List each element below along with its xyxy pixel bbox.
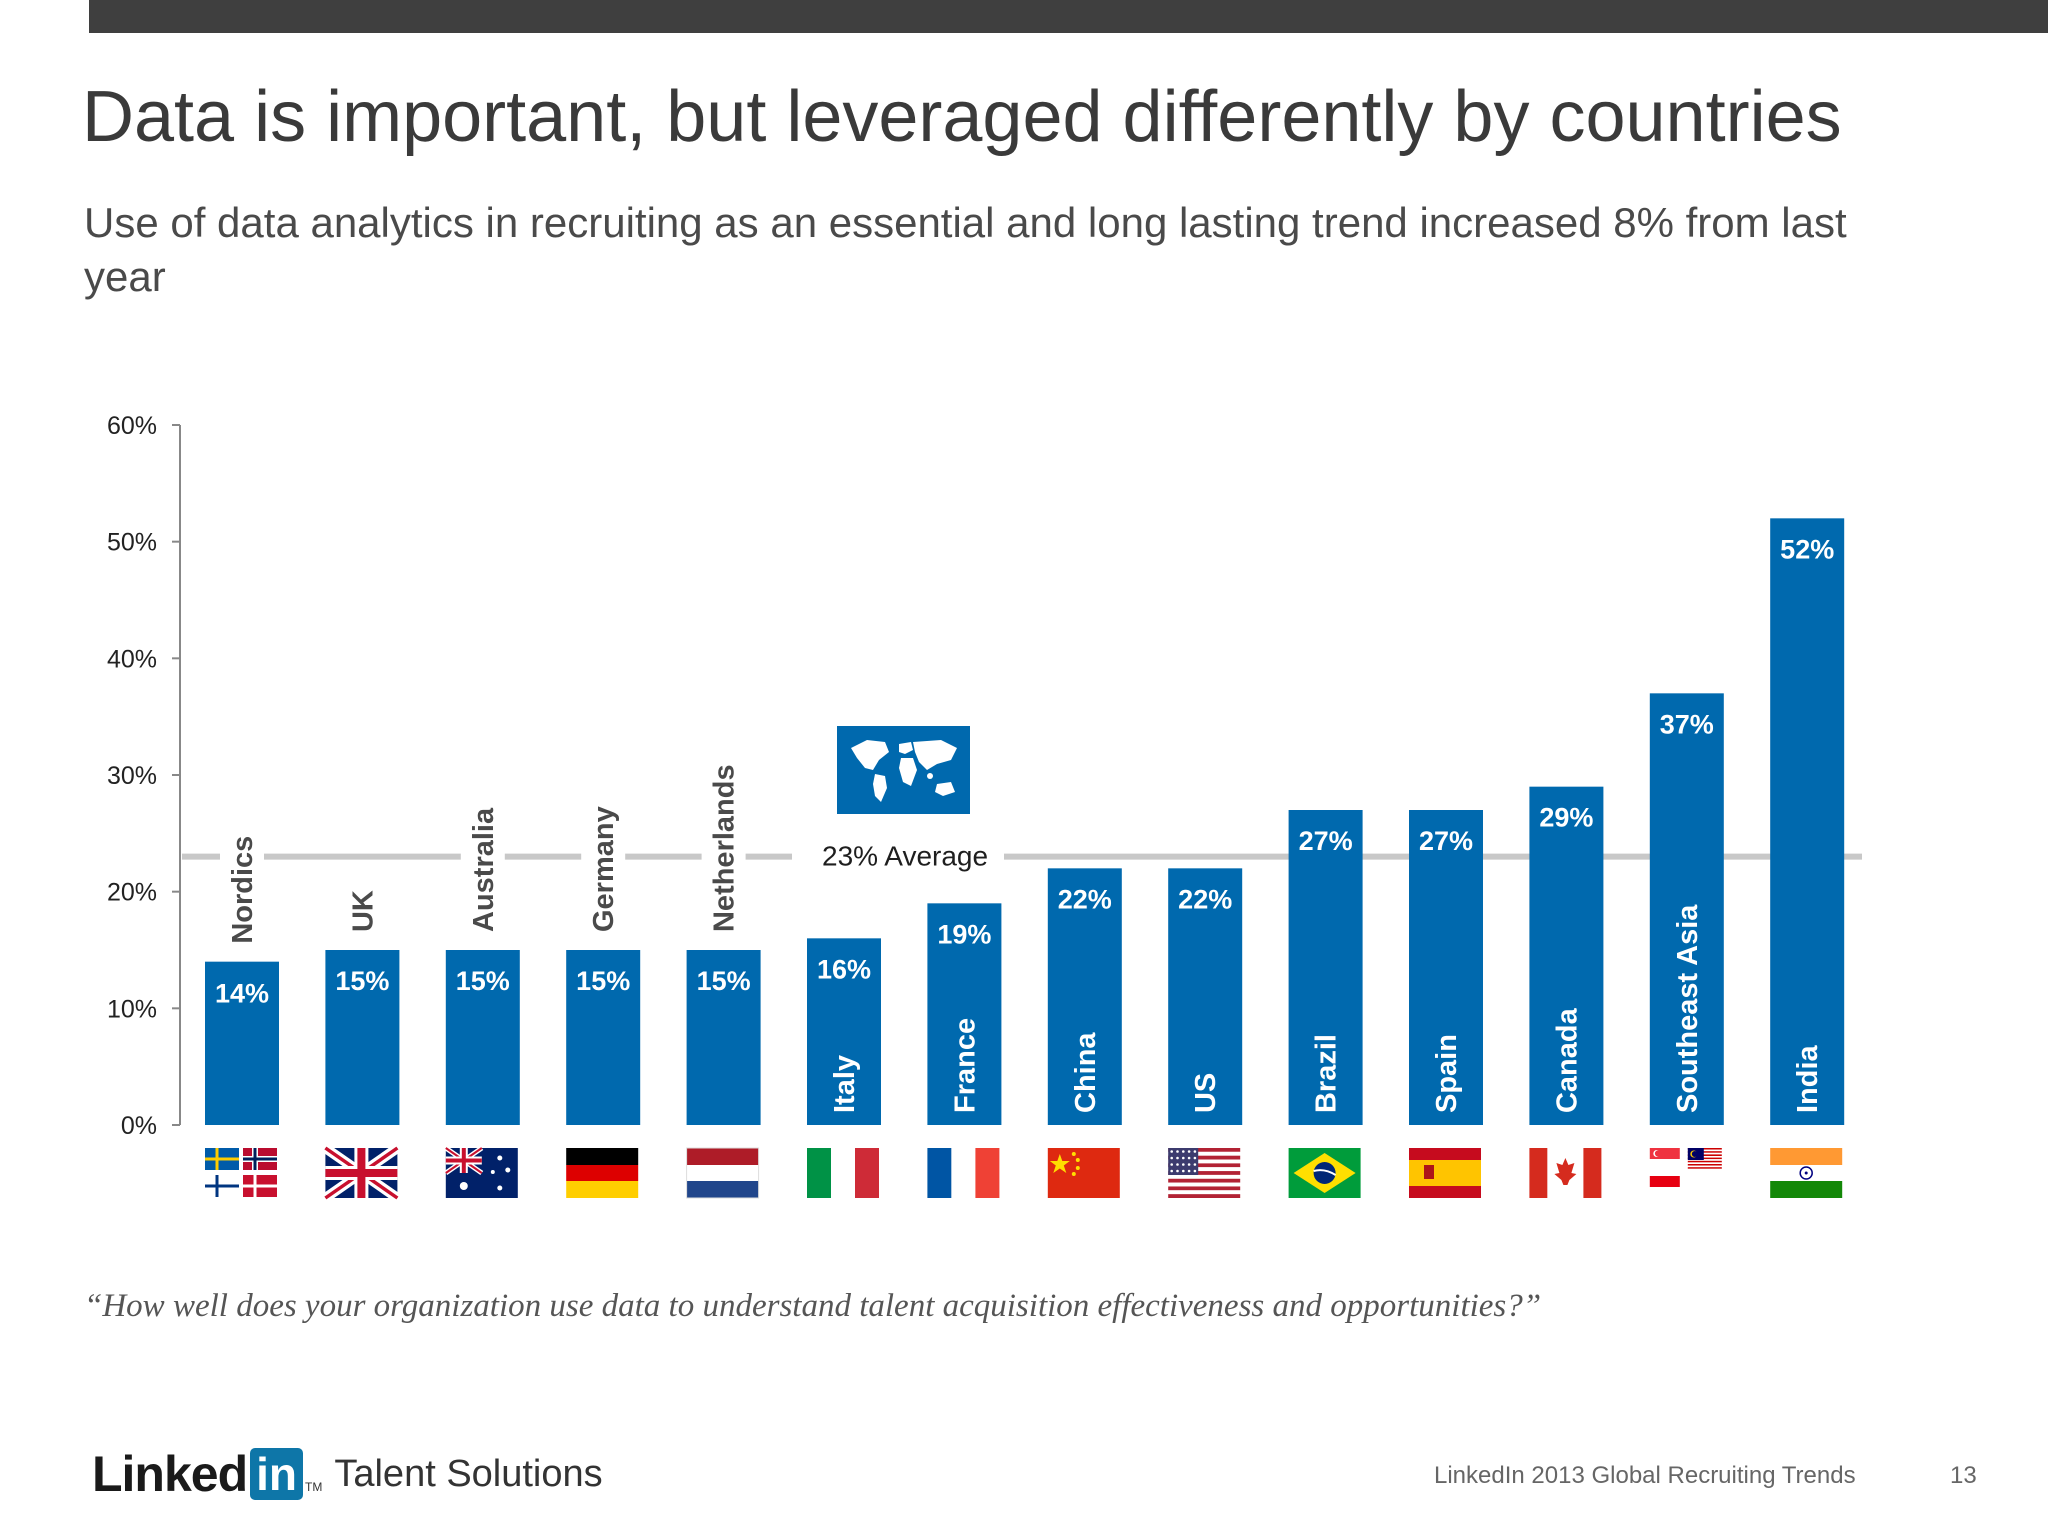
label-gap — [460, 850, 505, 863]
china-flag-icon — [1047, 1148, 1120, 1198]
footer-source: LinkedIn 2013 Global Recruiting Trends — [1434, 1462, 1856, 1489]
bar-germany — [566, 950, 641, 1125]
y-tick-label: 30% — [107, 762, 157, 790]
bar-canada — [1529, 786, 1604, 1125]
category-label-southeast-asia: Southeast Asia — [1672, 904, 1704, 1113]
bar-chart: 0% 10% 20% 30% 40% 50% 60% 14% Nordics 15% UK 15% Au… — [106, 412, 1862, 1203]
bar-uk — [325, 950, 400, 1125]
germany-flag-icon — [566, 1148, 639, 1198]
france-flag-icon — [927, 1148, 1000, 1198]
y-tick-label: 40% — [107, 645, 157, 673]
logo-linked-text: Linked — [92, 1446, 248, 1502]
australia-flag-icon — [444, 1145, 518, 1198]
canada-flag-icon — [1529, 1148, 1602, 1198]
bar-nordics — [205, 961, 279, 1125]
category-label-germany: Germany — [588, 806, 620, 932]
value-label-australia: 15% — [456, 966, 510, 996]
average-label: 23% Average — [822, 841, 988, 872]
bar-spain — [1409, 810, 1483, 1125]
category-label-spain: Spain — [1431, 1034, 1463, 1113]
top-bar — [89, 0, 2048, 33]
value-label-italy: 16% — [817, 954, 871, 984]
netherlands-flag-icon — [686, 1147, 760, 1199]
category-label-india: India — [1792, 1044, 1824, 1113]
category-label-brazil: Brazil — [1311, 1034, 1343, 1113]
value-label-brazil: 27% — [1299, 826, 1353, 856]
category-label-uk: UK — [347, 890, 379, 932]
bar-southeast-asia — [1649, 693, 1724, 1125]
y-tick-label: 20% — [107, 879, 157, 907]
y-tick-label: 10% — [107, 995, 157, 1023]
india-flag-icon — [1770, 1148, 1843, 1198]
italy-flag-icon — [807, 1148, 879, 1198]
category-label-italy: Italy — [829, 1055, 861, 1113]
label-gap — [581, 850, 626, 863]
bar-china — [1047, 868, 1122, 1125]
logo-trademark: TM — [305, 1480, 323, 1494]
category-label-australia: Australia — [468, 807, 500, 932]
value-label-china: 22% — [1058, 884, 1112, 914]
category-label-france: France — [949, 1018, 981, 1113]
spain-flag-icon — [1409, 1148, 1481, 1198]
y-tick-label: 60% — [107, 412, 157, 440]
logo-product-name: Talent Solutions — [334, 1452, 603, 1495]
value-label-india: 52% — [1780, 534, 1834, 564]
bar-netherlands — [686, 950, 761, 1125]
bar-brazil — [1288, 810, 1363, 1125]
value-label-nordics: 14% — [215, 979, 269, 1009]
value-label-spain: 27% — [1419, 826, 1473, 856]
y-tick-label: 0% — [121, 1112, 157, 1140]
average-label-bg — [792, 836, 1004, 877]
label-gap — [701, 850, 746, 863]
value-label-uk: 15% — [335, 966, 389, 996]
bar-australia — [445, 950, 520, 1125]
slide-subtitle: Use of data analytics in recruiting as a… — [84, 199, 1847, 300]
value-label-france: 19% — [937, 919, 991, 949]
category-label-china: China — [1070, 1032, 1102, 1113]
brazil-flag-icon — [1288, 1148, 1361, 1198]
category-label-canada: Canada — [1551, 1007, 1583, 1113]
slide-title: Data is important, but leveraged differe… — [82, 77, 1842, 157]
value-label-us: 22% — [1178, 884, 1232, 914]
bar-italy — [807, 938, 881, 1125]
nordics-flags-icon — [205, 1148, 277, 1197]
southeast-asia-flags-icon — [1649, 1148, 1722, 1198]
y-tick-label: 50% — [107, 529, 157, 557]
logo-in-badge: in — [250, 1448, 304, 1500]
uk-flag-icon — [322, 1143, 401, 1203]
survey-question: “How well does your organization use dat… — [84, 1288, 1542, 1324]
category-label-netherlands: Netherlands — [709, 764, 741, 932]
value-label-netherlands: 15% — [697, 966, 751, 996]
world-map-icon — [837, 726, 970, 814]
bar-india — [1770, 518, 1845, 1125]
bar-us — [1168, 868, 1243, 1125]
value-label-canada: 29% — [1539, 803, 1593, 833]
label-gap — [220, 850, 264, 863]
bar-france — [927, 903, 1002, 1125]
page-number: 13 — [1950, 1462, 1977, 1489]
linkedin-logo: Linked in TM Talent Solutions — [92, 1444, 603, 1504]
category-label-nordics: Nordics — [227, 836, 259, 944]
value-label-germany: 15% — [576, 966, 630, 996]
us-flag-icon — [1168, 1148, 1241, 1198]
value-label-southeast-asia: 37% — [1660, 709, 1714, 739]
category-label-us: US — [1190, 1073, 1222, 1113]
